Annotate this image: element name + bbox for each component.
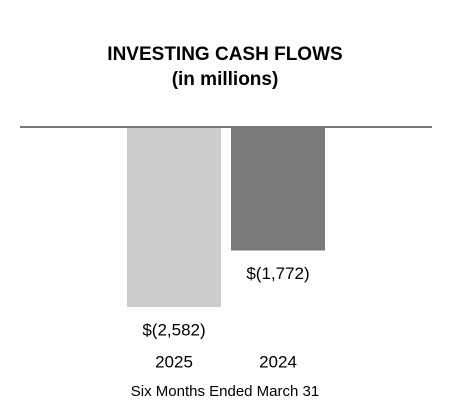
x-tick-label: 2024	[259, 352, 297, 371]
x-tick-label: 2025	[155, 352, 193, 371]
x-axis-label: Six Months Ended March 31	[131, 383, 319, 400]
bar	[231, 127, 325, 251]
bar	[127, 127, 221, 307]
chart-title: INVESTING CASH FLOWS	[107, 44, 342, 65]
value-label: $(2,582)	[142, 320, 205, 339]
chart-subtitle: (in millions)	[172, 69, 279, 90]
value-label: $(1,772)	[246, 264, 309, 283]
